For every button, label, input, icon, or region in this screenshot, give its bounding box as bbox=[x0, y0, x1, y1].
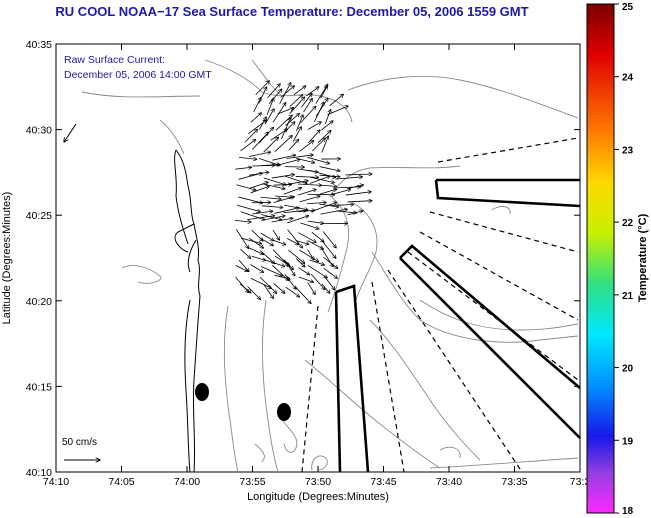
scale-label: 50 cm/s bbox=[62, 437, 97, 448]
colorbar-tick-label: 18 bbox=[622, 506, 634, 517]
x-tick-label: 74:10 bbox=[43, 476, 69, 488]
y-tick-label: 40:20 bbox=[26, 296, 52, 308]
colorbar-label: Temperature (°C) bbox=[637, 213, 649, 302]
colorbar bbox=[586, 3, 615, 514]
y-axis: 40:35 40:30 40:25 40:20 40:15 40:10 bbox=[26, 39, 580, 479]
colorbar-tick-label: 21 bbox=[622, 291, 634, 302]
y-tick-label: 40:25 bbox=[26, 210, 52, 222]
current-label-line2: December 05, 2006 14:00 GMT bbox=[64, 69, 212, 81]
x-tick-label: 73:40 bbox=[436, 476, 462, 488]
colorbar-tick-label: 22 bbox=[622, 218, 634, 229]
sst-patches bbox=[195, 383, 291, 421]
north-indicator-arrow bbox=[64, 123, 77, 142]
plot-frame bbox=[55, 43, 581, 473]
y-tick-label: 40:10 bbox=[26, 467, 52, 479]
x-tick-label: 73:50 bbox=[305, 476, 331, 488]
y-tick-label: 40:30 bbox=[26, 125, 52, 137]
colorbar-ticks: 25 24 23 22 21 20 19 18 bbox=[614, 2, 634, 517]
x-tick-label: 73:3 bbox=[570, 476, 591, 488]
x-tick-label: 73:55 bbox=[239, 476, 265, 488]
colorbar-tick-label: 19 bbox=[622, 436, 634, 447]
colorbar-tick-label: 25 bbox=[622, 2, 634, 13]
x-tick-label: 73:45 bbox=[370, 476, 396, 488]
colorbar-tick-label: 24 bbox=[622, 73, 634, 84]
radar-range-lines bbox=[301, 137, 579, 473]
y-tick-label: 40:15 bbox=[26, 381, 52, 393]
y-axis-label: Latitude (Degrees:Minutes) bbox=[1, 192, 13, 325]
restricted-areas bbox=[334, 178, 581, 473]
colorbar-tick-label: 20 bbox=[622, 364, 634, 375]
surface-current-vectors bbox=[235, 81, 372, 304]
x-tick-label: 74:05 bbox=[108, 476, 134, 488]
x-axis: 74:10 74:05 74:00 73:55 73:50 73:45 73:40 73:35… bbox=[43, 44, 591, 488]
coastline bbox=[174, 149, 201, 473]
current-label-line1: Raw Surface Current: bbox=[64, 54, 165, 66]
map-title: RU COOL NOAA−17 Sea Surface Temperature:… bbox=[55, 4, 529, 19]
x-axis-label: Longitude (Degrees:Minutes) bbox=[247, 491, 389, 503]
y-tick-label: 40:35 bbox=[26, 39, 52, 51]
colorbar-tick-label: 23 bbox=[622, 145, 634, 156]
bathymetry-contours bbox=[81, 59, 579, 473]
x-tick-label: 74:00 bbox=[174, 476, 200, 488]
x-tick-label: 73:35 bbox=[501, 476, 527, 488]
